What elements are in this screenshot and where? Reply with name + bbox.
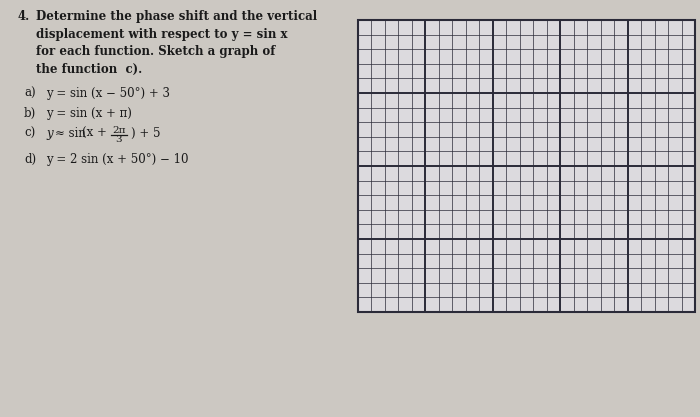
Text: a): a)	[24, 86, 36, 100]
Text: y = sin (x + π): y = sin (x + π)	[46, 106, 132, 120]
Text: y = 2 sin (x + 50°) − 10: y = 2 sin (x + 50°) − 10	[46, 153, 188, 166]
Text: c): c)	[24, 126, 35, 140]
Text: 4.: 4.	[18, 10, 30, 23]
Text: (x +: (x +	[82, 126, 107, 140]
Text: ≈ sin: ≈ sin	[55, 126, 86, 140]
Text: b): b)	[24, 106, 36, 120]
Text: y = sin (x − 50°) + 3: y = sin (x − 50°) + 3	[46, 86, 170, 100]
Text: the function  c).: the function c).	[36, 63, 142, 75]
Bar	[358, 20, 695, 312]
Text: 2π: 2π	[112, 126, 126, 135]
Text: displacement with respect to y = sin x: displacement with respect to y = sin x	[36, 28, 288, 40]
Text: ) + 5: ) + 5	[131, 126, 160, 140]
Text: y: y	[46, 126, 52, 140]
Text: for each function. Sketch a graph of: for each function. Sketch a graph of	[36, 45, 275, 58]
Text: d): d)	[24, 153, 36, 166]
Text: Determine the phase shift and the vertical: Determine the phase shift and the vertic…	[36, 10, 317, 23]
Text: 3: 3	[116, 135, 122, 143]
